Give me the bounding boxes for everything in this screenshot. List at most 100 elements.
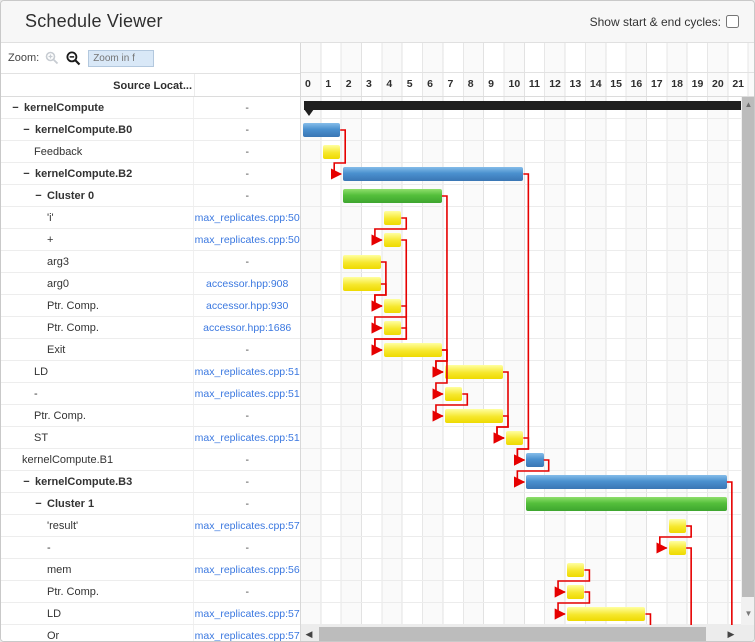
- tree-row[interactable]: − kernelCompute.B3 -: [1, 471, 300, 493]
- gantt-bar-blue[interactable]: [302, 123, 341, 137]
- source-link[interactable]: max_replicates.cpp:57: [194, 629, 300, 642]
- tree-row[interactable]: − Cluster 1 -: [1, 493, 300, 515]
- source-link[interactable]: accessor.hpp:930: [206, 299, 289, 312]
- node-label: Ptr. Comp.: [47, 299, 99, 312]
- source-location-cell: -: [193, 141, 300, 162]
- gantt-bar-yellow[interactable]: [567, 585, 585, 599]
- tree-row[interactable]: arg0 accessor.hpp:908: [1, 273, 300, 295]
- tree-row[interactable]: Feedback -: [1, 141, 300, 163]
- gantt-bar-summary[interactable]: [303, 101, 741, 116]
- source-location-cell: -: [193, 405, 300, 426]
- source-location-cell: -: [193, 581, 300, 602]
- tree-row[interactable]: kernelCompute.B1 -: [1, 449, 300, 471]
- source-link[interactable]: max_replicates.cpp:50: [194, 211, 300, 224]
- tree-row[interactable]: --: [1, 537, 300, 559]
- show-cycles-checkbox[interactable]: [726, 15, 739, 28]
- gantt-bar-yellow[interactable]: [567, 563, 585, 577]
- gantt-bar-yellow[interactable]: [383, 321, 402, 335]
- tree-row[interactable]: mem max_replicates.cpp:56: [1, 559, 300, 581]
- tree-row[interactable]: + max_replicates.cpp:50: [1, 229, 300, 251]
- tree-row[interactable]: Ptr. Comp. accessor.hpp:930: [1, 295, 300, 317]
- tree-row[interactable]: 'result' max_replicates.cpp:57: [1, 515, 300, 537]
- collapse-icon[interactable]: −: [35, 497, 42, 510]
- collapse-icon[interactable]: −: [23, 123, 30, 136]
- gantt-bar-yellow[interactable]: [322, 145, 341, 159]
- scroll-up-arrow-icon[interactable]: ▲: [744, 100, 753, 109]
- gantt-bar-blue[interactable]: [526, 453, 544, 467]
- gantt-bar-yellow[interactable]: [444, 409, 503, 423]
- collapse-icon[interactable]: −: [35, 189, 42, 202]
- gantt-bar-yellow[interactable]: [668, 541, 687, 555]
- source-link[interactable]: max_replicates.cpp:51: [194, 365, 300, 378]
- tree-row[interactable]: Ptr. Comp. -: [1, 405, 300, 427]
- gantt-bar-green[interactable]: [526, 497, 727, 511]
- source-empty-dash: -: [245, 123, 249, 136]
- gantt-bar-yellow[interactable]: [343, 255, 381, 269]
- horizontal-scrollbar-thumb[interactable]: [319, 627, 706, 641]
- gantt-bar-yellow[interactable]: [444, 387, 463, 401]
- tree-row[interactable]: ST max_replicates.cpp:51: [1, 427, 300, 449]
- gantt-bar-yellow[interactable]: [668, 519, 687, 533]
- source-location-column-header[interactable]: Source Locat...: [113, 80, 192, 92]
- source-link[interactable]: max_replicates.cpp:57: [194, 519, 300, 532]
- source-empty-dash: -: [245, 255, 249, 268]
- node-label: mem: [47, 563, 72, 576]
- collapse-icon[interactable]: −: [23, 167, 30, 180]
- node-label: arg3: [47, 255, 70, 268]
- scroll-left-arrow-icon[interactable]: ◀: [305, 629, 313, 639]
- scroll-right-arrow-icon[interactable]: ▶: [727, 629, 735, 639]
- zoom-factor-input[interactable]: [88, 49, 155, 67]
- tree-row[interactable]: − kernelCompute.B2 -: [1, 163, 300, 185]
- source-link[interactable]: max_replicates.cpp:57: [194, 607, 300, 620]
- source-link[interactable]: max_replicates.cpp:51: [194, 387, 300, 400]
- horizontal-scrollbar[interactable]: ◀ ▶: [301, 625, 741, 641]
- gantt-bar-yellow[interactable]: [506, 431, 524, 445]
- zoom-out-icon[interactable]: [66, 50, 81, 66]
- vertical-scrollbar-thumb[interactable]: [742, 97, 754, 597]
- gantt-bar-blue[interactable]: [343, 167, 524, 181]
- node-label: -: [47, 541, 51, 554]
- scroll-down-arrow-icon[interactable]: ▼: [744, 609, 753, 618]
- source-location-cell: -: [193, 251, 300, 272]
- tree-row[interactable]: Ptr. Comp. -: [1, 581, 300, 603]
- tree-row[interactable]: − Cluster 0 -: [1, 185, 300, 207]
- tree-row[interactable]: - max_replicates.cpp:51: [1, 383, 300, 405]
- tree-row[interactable]: LD max_replicates.cpp:51: [1, 361, 300, 383]
- source-location-cell: max_replicates.cpp:56: [193, 559, 300, 580]
- tree-row[interactable]: Or max_replicates.cpp:57: [1, 625, 300, 642]
- axis-tick-label: 19: [691, 78, 704, 90]
- source-link[interactable]: max_replicates.cpp:50: [194, 233, 300, 246]
- gantt-bar-yellow[interactable]: [383, 233, 402, 247]
- node-label: Cluster 1: [47, 497, 95, 510]
- gantt-bar-yellow[interactable]: [567, 607, 646, 621]
- column-divider: [194, 74, 195, 96]
- tree-row[interactable]: Exit -: [1, 339, 300, 361]
- source-empty-dash: -: [245, 409, 249, 422]
- source-link[interactable]: accessor.hpp:1686: [203, 321, 292, 334]
- gantt-bar-yellow[interactable]: [383, 299, 402, 313]
- tree-row[interactable]: 'i' max_replicates.cpp:50: [1, 207, 300, 229]
- tree-row[interactable]: LD max_replicates.cpp:57: [1, 603, 300, 625]
- tree-row[interactable]: − kernelCompute.B0 -: [1, 119, 300, 141]
- gantt-bar-yellow[interactable]: [383, 343, 442, 357]
- source-link[interactable]: max_replicates.cpp:51: [194, 431, 300, 444]
- node-label: Exit: [47, 343, 66, 356]
- vertical-scrollbar[interactable]: ▲ ▼: [741, 97, 754, 625]
- tree-row[interactable]: Ptr. Comp. accessor.hpp:1686: [1, 317, 300, 339]
- collapse-icon[interactable]: −: [12, 101, 19, 114]
- scrollbar-corner: [741, 625, 754, 641]
- zoom-in-icon[interactable]: [45, 51, 59, 65]
- tree-row[interactable]: − kernelCompute -: [1, 97, 300, 119]
- source-link[interactable]: max_replicates.cpp:56: [194, 563, 300, 576]
- gantt-bar-blue[interactable]: [526, 475, 727, 489]
- axis-tick-label: 6: [427, 78, 433, 90]
- collapse-icon[interactable]: −: [23, 475, 30, 488]
- tree-row[interactable]: arg3 -: [1, 251, 300, 273]
- source-location-cell: -: [193, 537, 300, 558]
- gantt-bar-yellow[interactable]: [343, 277, 381, 291]
- node-label: kernelCompute.B2: [35, 167, 133, 180]
- source-link[interactable]: accessor.hpp:908: [206, 277, 289, 290]
- gantt-bar-green[interactable]: [343, 189, 442, 203]
- gantt-bar-yellow[interactable]: [444, 365, 503, 379]
- gantt-bar-yellow[interactable]: [383, 211, 402, 225]
